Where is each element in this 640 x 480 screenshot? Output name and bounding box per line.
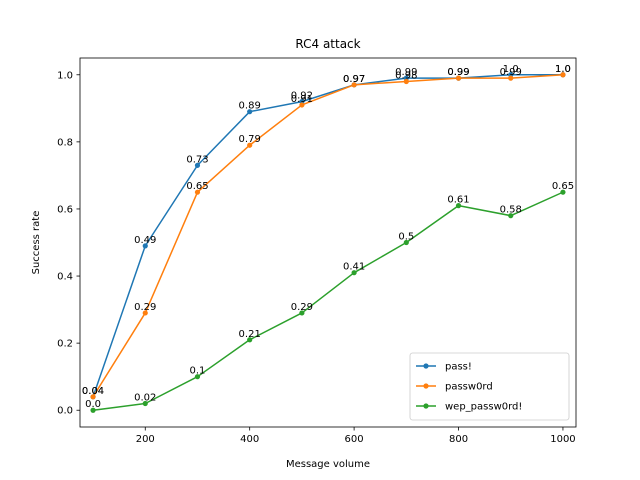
x-tick-label: 1000 xyxy=(550,434,575,445)
y-axis-label: Success rate xyxy=(31,211,42,275)
data-label: 0.49 xyxy=(134,235,156,246)
data-point xyxy=(403,78,409,85)
legend-marker-3 xyxy=(423,403,429,409)
data-label: 0.02 xyxy=(134,393,156,404)
data-point xyxy=(194,162,201,168)
data-label: 0.97 xyxy=(343,74,365,85)
y-tick-label: 0.0 xyxy=(57,406,73,417)
legend-marker-2 xyxy=(423,383,429,389)
y-tick-label: 0.8 xyxy=(57,137,73,148)
data-label: 0.73 xyxy=(186,154,208,165)
data-point xyxy=(560,72,566,78)
data-point xyxy=(299,102,305,108)
plot-area: 0.040.490.730.890.920.970.99 0.99 1.0 1.00.… xyxy=(82,64,574,413)
data-label: 0.98 xyxy=(395,70,417,81)
data-label: 0.99 xyxy=(447,67,469,78)
x-tick-label: 600 xyxy=(345,434,364,445)
data-label: 0.97 xyxy=(343,74,365,85)
chart-title: RC4 attack xyxy=(295,37,360,51)
data-point xyxy=(247,337,253,343)
x-axis-label: Message volume xyxy=(286,459,370,470)
data-point xyxy=(142,310,148,316)
series-line-1 xyxy=(92,74,564,398)
data-label: 0.79 xyxy=(239,134,261,145)
x-tick-label: 200 xyxy=(136,434,155,445)
data-point xyxy=(455,203,462,209)
axes-frame xyxy=(79,57,577,428)
y-tick-label: 1.0 xyxy=(57,70,73,81)
data-point xyxy=(194,189,201,195)
data-point xyxy=(247,142,253,148)
data-label: 0.21 xyxy=(239,329,261,340)
data-label: 0.99 xyxy=(447,67,469,78)
legend-label-3: wep_passw0rd! xyxy=(445,402,522,413)
data-point xyxy=(508,75,514,81)
data-label: 0.41 xyxy=(343,262,365,273)
data-point xyxy=(194,374,201,380)
y-tick-label: 0.6 xyxy=(57,204,73,215)
data-point xyxy=(90,407,96,413)
data-label: 0.58 xyxy=(500,205,522,216)
data-point xyxy=(560,189,566,195)
data-label: 0.04 xyxy=(82,386,104,397)
data-label: 0.92 xyxy=(291,91,313,102)
legend: pass! passw0rd wep_passw0rd! xyxy=(409,352,570,421)
data-point xyxy=(508,213,514,219)
data-label: 0.5 xyxy=(398,232,414,243)
x-tick-label: 400 xyxy=(240,434,259,445)
data-label: 0.1 xyxy=(190,366,206,377)
data-point xyxy=(351,270,357,276)
data-label: 0.04 xyxy=(82,386,104,397)
data-point xyxy=(142,400,148,407)
y-tick-label: 0.4 xyxy=(57,272,73,283)
data-point xyxy=(90,394,96,400)
y-axis: 0.0 0.2 0.4 0.6 0.8 1.0 xyxy=(57,70,80,417)
legend-label-1: pass! xyxy=(445,362,472,373)
data-point xyxy=(351,82,357,88)
data-label: 0.89 xyxy=(239,101,261,112)
legend-box xyxy=(409,352,570,421)
x-axis: 200 400 600 800 1000 xyxy=(136,427,576,445)
data-point xyxy=(455,75,462,81)
data-label: 0.61 xyxy=(447,195,469,206)
data-label: 1.0 xyxy=(555,64,571,75)
legend-label-2: passw0rd xyxy=(445,382,493,393)
data-label: 1.0 xyxy=(503,64,519,75)
data-label: 0.29 xyxy=(291,302,313,313)
series-line-2 xyxy=(92,73,564,398)
data-point xyxy=(247,109,253,115)
data-label: 0.29 xyxy=(134,302,156,313)
data-label: 0.65 xyxy=(186,181,208,192)
x-tick-label: 800 xyxy=(449,434,468,445)
series-line-3 xyxy=(92,191,564,412)
data-label: 0.91 xyxy=(291,94,313,105)
legend-marker-1 xyxy=(423,363,429,369)
y-tick-label: 0.2 xyxy=(57,339,73,350)
data-label: 0.99 xyxy=(395,67,417,78)
data-label: 1.0 xyxy=(555,64,571,75)
data-label: 0.0 xyxy=(85,399,101,410)
data-label: 0.65 xyxy=(552,181,574,192)
data-point xyxy=(299,310,305,316)
data-point xyxy=(403,239,409,246)
data-point xyxy=(142,243,148,249)
data-label: 0.99 xyxy=(500,67,522,78)
